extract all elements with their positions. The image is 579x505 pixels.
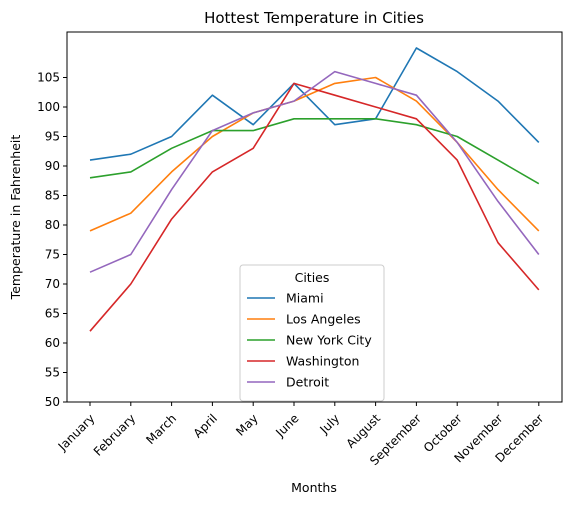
y-tick-label: 60 (45, 336, 60, 350)
y-tick-label: 80 (45, 218, 60, 232)
legend-box (239, 264, 385, 402)
x-axis-label: Months (291, 480, 337, 495)
legend-label: Miami (286, 291, 324, 306)
y-tick-label: 75 (45, 248, 60, 262)
series-line-miami (89, 47, 540, 161)
legend-label: Los Angeles (286, 312, 361, 327)
chart-title: Hottest Temperature in Cities (204, 9, 424, 27)
series-lines (89, 47, 540, 332)
y-tick-label: 90 (45, 159, 60, 173)
y-tick-label: 95 (45, 130, 60, 144)
y-tick-label: 105 (37, 71, 60, 85)
series-line-los-angeles (89, 76, 540, 232)
y-axis-label: Temperature in Fahrenheit (8, 135, 23, 301)
y-tick-label: 55 (45, 366, 60, 380)
legend-label: Detroit (286, 375, 329, 390)
series-line-new-york-city (89, 118, 540, 185)
y-axis-ticks: 50 55 60 65 70 75 80 85 90 95 100 105 (37, 71, 67, 409)
legend-label: New York City (286, 333, 372, 348)
y-tick-label: 70 (45, 277, 60, 291)
series-line-detroit (89, 70, 540, 273)
legend-label: Washington (286, 354, 359, 369)
plot-area-frame (66, 31, 563, 403)
series-line-washington (89, 82, 540, 332)
legend: Cities Miami Los Angeles New York City Wash… (239, 264, 385, 402)
y-tick-label: 100 (37, 100, 60, 114)
x-tick-label: June (272, 411, 301, 440)
y-tick-label: 50 (45, 395, 60, 409)
x-tick-label: August (344, 411, 384, 451)
x-tick-label: April (191, 411, 220, 440)
legend-items: Miami Los Angeles New York City Washington D… (247, 291, 372, 390)
x-tick-label: March (143, 411, 179, 447)
y-tick-label: 65 (45, 307, 60, 321)
legend-title: Cities (295, 270, 330, 285)
x-tick-label: May (233, 411, 260, 438)
y-tick-label: 85 (45, 189, 60, 203)
x-tick-label: February (91, 411, 139, 459)
x-tick-label: July (316, 411, 342, 437)
